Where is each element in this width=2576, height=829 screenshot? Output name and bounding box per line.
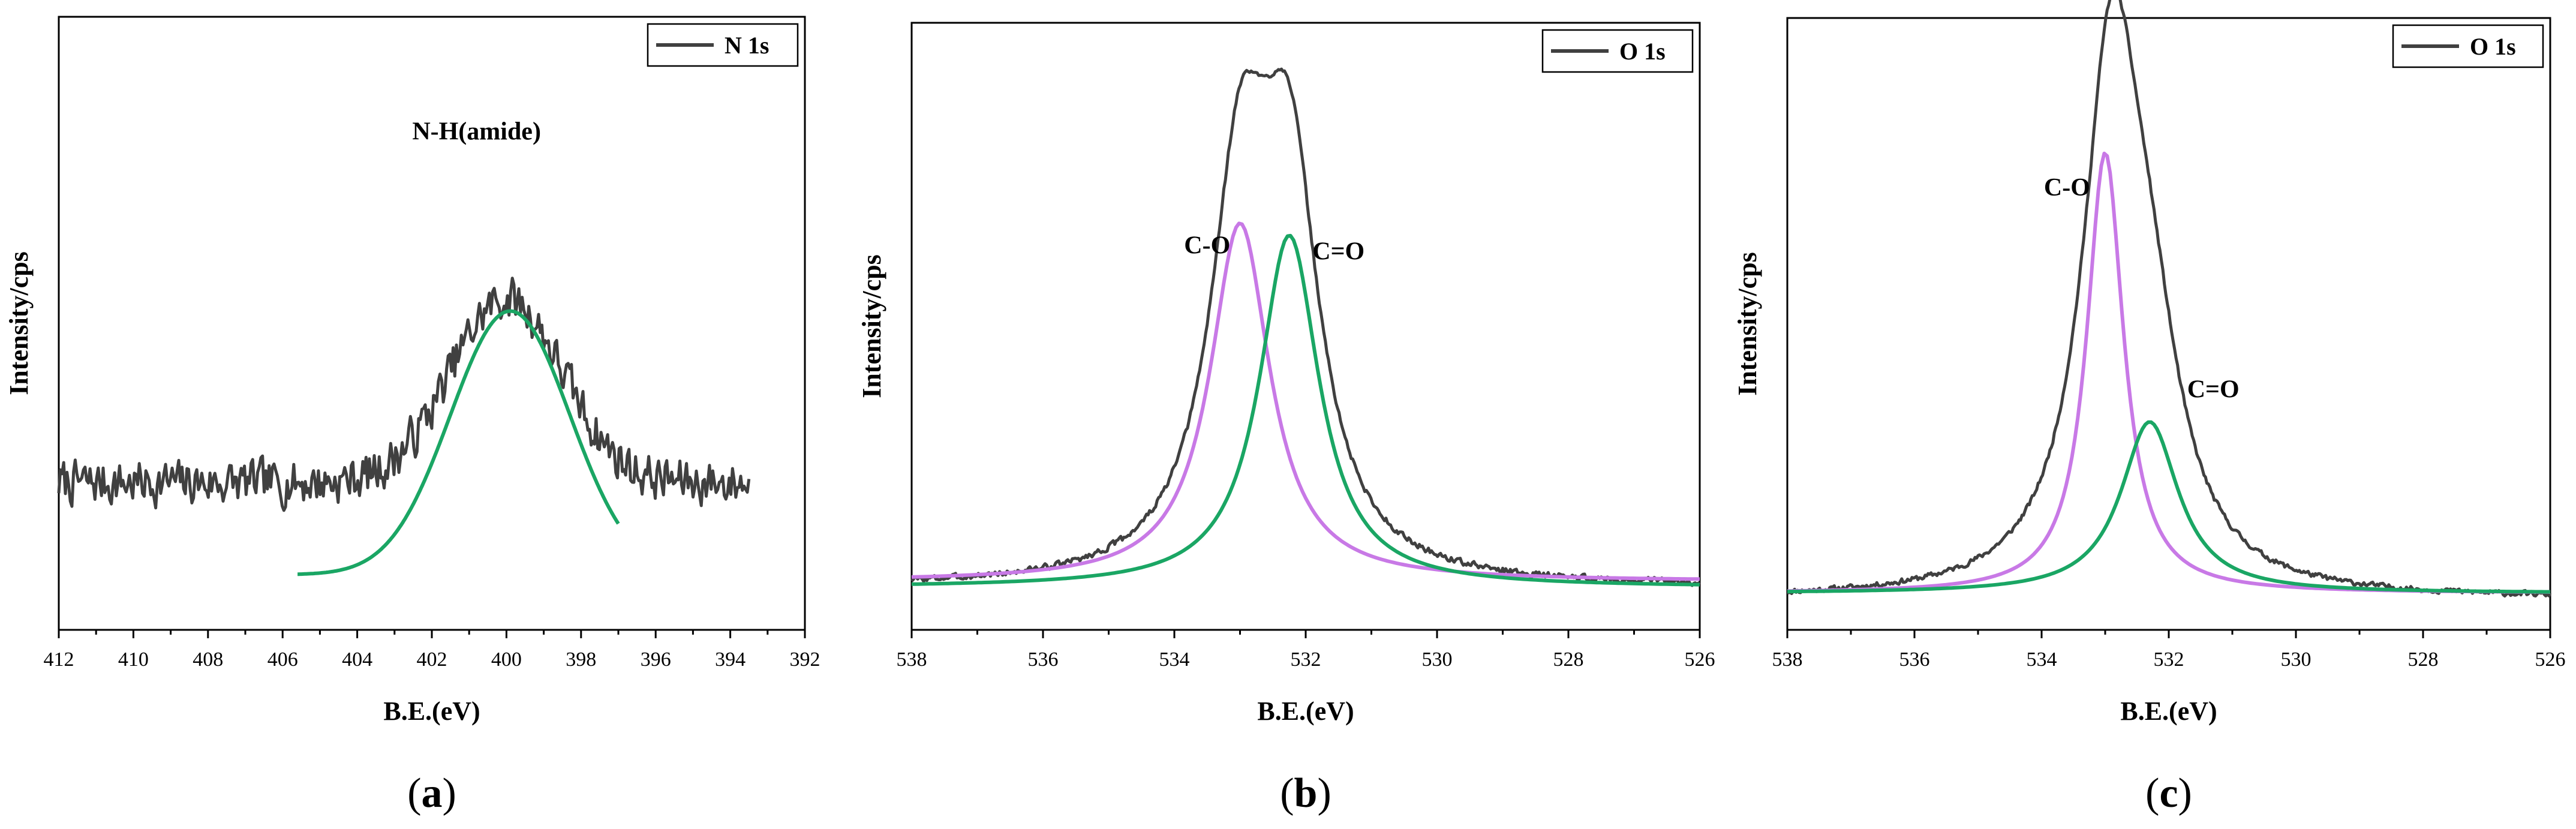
panel-label-open-paren: ( [2145, 770, 2159, 816]
plot-frame [910, 22, 1701, 631]
series-fit-c-o [911, 221, 1700, 581]
x-tick-label: 532 [1291, 648, 1321, 671]
x-tick-label: 402 [417, 648, 447, 671]
x-tick-label: 408 [193, 648, 223, 671]
legend-label: O 1s [2470, 33, 2516, 60]
y-axis-title: Intensity/cps [859, 254, 886, 398]
panel-label-close-paren: ) [443, 770, 456, 816]
peak-annotation: C-O [1184, 232, 1230, 260]
series-fit-c-o [1787, 151, 2551, 594]
panel-label-open-paren: ( [407, 770, 421, 816]
x-tick-label: 394 [715, 648, 746, 671]
x-tick-label: 400 [491, 648, 522, 671]
panel-label-letter: a [422, 770, 443, 816]
series-fit-c-o [1787, 420, 2550, 594]
panel-label: (b) [1280, 770, 1331, 816]
panel-label-letter: c [2159, 770, 2178, 816]
x-tick-label: 526 [1685, 648, 1715, 671]
x-tick-label: 392 [790, 648, 820, 671]
peak-annotation: C=O [2187, 376, 2240, 403]
x-tick-label: 536 [1899, 648, 1930, 671]
x-tick-label: 530 [2281, 648, 2312, 671]
x-tick-label: 538 [1772, 648, 1803, 671]
panel-label: (c) [2145, 770, 2192, 816]
panel-label: (a) [407, 770, 456, 816]
plot-frame [1786, 17, 2551, 631]
x-tick-label: 534 [2027, 648, 2057, 671]
legend-label: N 1s [725, 32, 769, 59]
x-tick-label: 396 [641, 648, 671, 671]
x-tick-label: 534 [1159, 648, 1190, 671]
x-axis-title: B.E.(eV) [383, 696, 480, 726]
x-tick-label: 406 [267, 648, 298, 671]
x-axis-title: B.E.(eV) [1257, 696, 1354, 726]
chart-panel-b: 538 536 534 532 530 528 526 B.E.(eV) Intensity/c… [859, 22, 1715, 816]
series-fit-c-o [912, 233, 1700, 587]
peak-annotation: C-O [2044, 174, 2090, 202]
x-tick-label: 398 [566, 648, 596, 671]
x-tick-label: 530 [1422, 648, 1453, 671]
x-tick-label: 526 [2535, 648, 2566, 671]
peak-annotation: C=O [1312, 238, 1364, 266]
legend-label: O 1s [1619, 38, 1666, 65]
x-tick-label: 532 [2154, 648, 2184, 671]
y-axis-title: Intensity/cps [1733, 252, 1762, 396]
series-raw-o-1s [910, 67, 1701, 587]
x-tick-label: 404 [342, 648, 372, 671]
x-tick-label: 528 [2408, 648, 2439, 671]
chart-panel-c: 538 536 534 532 530 528 526 B.E.(eV) Intensity/c… [1733, 0, 2566, 816]
series-fit-n-h-amide- [297, 309, 620, 576]
series-raw-o-1s [1787, 0, 2552, 598]
y-axis-title: Intensity/cps [4, 251, 34, 395]
x-tick-label: 528 [1553, 648, 1584, 671]
x-tick-label: 538 [897, 648, 927, 671]
panel-label-letter: b [1294, 770, 1318, 816]
panel-label-open-paren: ( [1280, 770, 1294, 816]
peak-annotation: N-H(amide) [412, 118, 541, 145]
x-axis-title: B.E.(eV) [2120, 696, 2217, 726]
chart-panel-a: 412 410 408 406 404 402 400 398 396 394 392 B.E.(eV… [4, 16, 820, 816]
x-tick-label: 412 [44, 648, 74, 671]
x-tick-label: 410 [118, 648, 149, 671]
series-raw-n-1s [57, 277, 751, 512]
plot-frame [58, 16, 806, 631]
panel-label-close-paren: ) [2178, 770, 2192, 816]
panel-label-close-paren: ) [1317, 770, 1331, 816]
x-tick-label: 536 [1028, 648, 1059, 671]
